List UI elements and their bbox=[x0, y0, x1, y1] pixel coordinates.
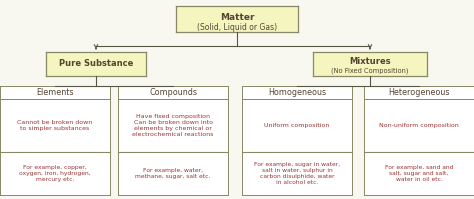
Text: (Solid, Liquid or Gas): (Solid, Liquid or Gas) bbox=[197, 23, 277, 32]
Text: Homogeneous: Homogeneous bbox=[268, 88, 326, 97]
Text: Have fixed composition
Can be broken down into
elements by chemical or
electroch: Have fixed composition Can be broken dow… bbox=[132, 114, 214, 137]
Text: For example, water,
methane, sugar, salt etc.: For example, water, methane, sugar, salt… bbox=[135, 168, 210, 179]
Text: Non-uniform composition: Non-uniform composition bbox=[379, 123, 459, 128]
Text: For example, sugar in water,
salt in water, sulphur in
carbon disulphide, water
: For example, sugar in water, salt in wat… bbox=[254, 162, 340, 185]
Text: Elements: Elements bbox=[36, 88, 74, 97]
Text: Compounds: Compounds bbox=[149, 88, 197, 97]
Text: Heterogeneous: Heterogeneous bbox=[388, 88, 450, 97]
Text: Pure Substance: Pure Substance bbox=[59, 60, 133, 68]
Text: Matter: Matter bbox=[220, 13, 254, 22]
Text: For example, sand and
salt, sugar and salt,
water in oil etc.: For example, sand and salt, sugar and sa… bbox=[385, 165, 453, 182]
Text: (No Fixed Composition): (No Fixed Composition) bbox=[331, 67, 409, 74]
Text: Uniform composition: Uniform composition bbox=[264, 123, 330, 128]
Text: Mixtures: Mixtures bbox=[349, 57, 391, 66]
Text: For example, copper,
oxygen, iron, hydrogen,
mercury etc.: For example, copper, oxygen, iron, hydro… bbox=[19, 165, 91, 182]
Text: Cannot be broken down
to simpler substances: Cannot be broken down to simpler substan… bbox=[18, 120, 92, 131]
